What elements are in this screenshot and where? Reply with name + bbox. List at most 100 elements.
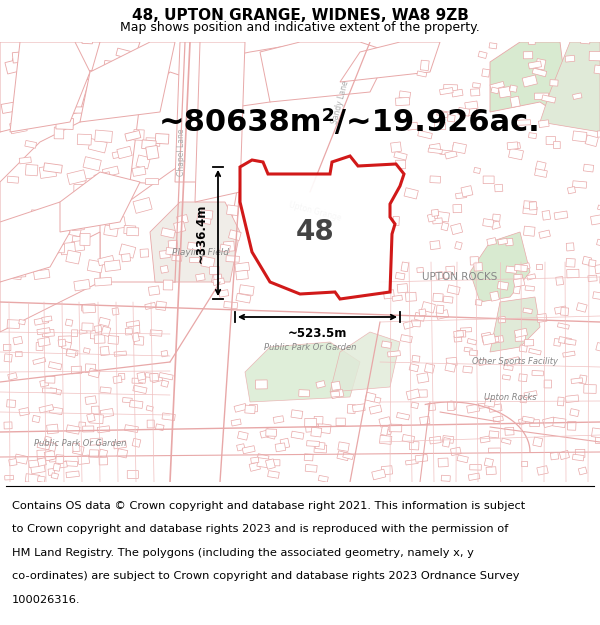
- Text: 48: 48: [296, 218, 334, 246]
- Bar: [73, 107, 85, 113]
- Bar: [481, 332, 492, 342]
- Bar: [491, 336, 503, 343]
- Bar: [149, 373, 158, 381]
- Bar: [61, 341, 71, 350]
- Bar: [50, 407, 63, 414]
- Bar: [572, 93, 582, 99]
- Bar: [579, 375, 587, 384]
- Bar: [488, 448, 500, 452]
- Bar: [83, 426, 94, 432]
- Bar: [4, 354, 12, 362]
- Bar: [71, 366, 82, 374]
- Bar: [220, 244, 230, 252]
- Polygon shape: [0, 102, 210, 232]
- Bar: [535, 169, 547, 177]
- Bar: [537, 314, 547, 322]
- Bar: [454, 335, 462, 342]
- Bar: [521, 461, 527, 467]
- Bar: [42, 316, 52, 322]
- Text: ~523.5m: ~523.5m: [288, 327, 347, 340]
- Bar: [525, 286, 535, 291]
- Bar: [431, 209, 439, 216]
- Bar: [44, 436, 52, 442]
- Bar: [69, 226, 82, 237]
- Bar: [47, 244, 65, 253]
- Bar: [406, 459, 418, 465]
- Bar: [571, 378, 583, 384]
- Bar: [213, 278, 224, 286]
- Bar: [245, 405, 255, 414]
- Bar: [226, 256, 239, 262]
- Bar: [117, 146, 132, 159]
- Bar: [464, 347, 472, 352]
- Polygon shape: [80, 42, 175, 122]
- Bar: [49, 362, 62, 370]
- Bar: [128, 132, 142, 140]
- Bar: [19, 408, 29, 416]
- Bar: [25, 164, 38, 176]
- Bar: [533, 437, 542, 447]
- Bar: [133, 385, 147, 394]
- Bar: [108, 336, 119, 344]
- Bar: [4, 344, 11, 351]
- Bar: [565, 395, 579, 402]
- Bar: [44, 450, 56, 461]
- Bar: [12, 59, 27, 71]
- Bar: [13, 336, 23, 345]
- Bar: [33, 357, 46, 364]
- Bar: [120, 185, 131, 192]
- Bar: [437, 110, 450, 117]
- Bar: [578, 467, 587, 475]
- Bar: [161, 228, 175, 238]
- Bar: [389, 424, 402, 432]
- Bar: [588, 275, 597, 281]
- Bar: [535, 59, 546, 70]
- Bar: [430, 176, 440, 183]
- Bar: [510, 96, 520, 108]
- Bar: [575, 449, 585, 458]
- Bar: [565, 339, 576, 345]
- Bar: [502, 375, 511, 380]
- Bar: [572, 131, 587, 142]
- Bar: [1, 102, 19, 113]
- Bar: [482, 219, 494, 227]
- Polygon shape: [0, 232, 100, 332]
- Bar: [436, 271, 443, 279]
- Bar: [53, 463, 61, 471]
- Bar: [56, 454, 64, 464]
- Bar: [395, 160, 406, 169]
- Bar: [441, 475, 451, 481]
- Polygon shape: [195, 42, 245, 202]
- Bar: [146, 146, 159, 159]
- Bar: [352, 404, 365, 412]
- Bar: [83, 304, 95, 313]
- Bar: [520, 396, 527, 403]
- Bar: [100, 346, 109, 356]
- Bar: [582, 256, 592, 266]
- Bar: [161, 380, 169, 388]
- Bar: [94, 334, 105, 344]
- Bar: [518, 418, 526, 425]
- Polygon shape: [0, 202, 70, 282]
- Bar: [94, 278, 112, 286]
- Bar: [546, 136, 556, 144]
- Bar: [156, 301, 166, 311]
- Bar: [537, 466, 548, 475]
- Bar: [101, 182, 112, 189]
- Bar: [593, 292, 600, 300]
- Bar: [48, 100, 63, 115]
- Bar: [265, 459, 275, 469]
- Bar: [448, 114, 455, 122]
- Bar: [443, 84, 458, 92]
- Bar: [443, 296, 453, 303]
- Bar: [5, 271, 22, 280]
- Bar: [43, 245, 55, 255]
- Bar: [544, 380, 551, 388]
- Bar: [54, 127, 64, 139]
- Bar: [250, 404, 257, 412]
- Bar: [379, 435, 392, 444]
- Bar: [88, 368, 100, 378]
- Bar: [231, 419, 241, 426]
- Bar: [209, 266, 219, 274]
- Bar: [445, 151, 457, 159]
